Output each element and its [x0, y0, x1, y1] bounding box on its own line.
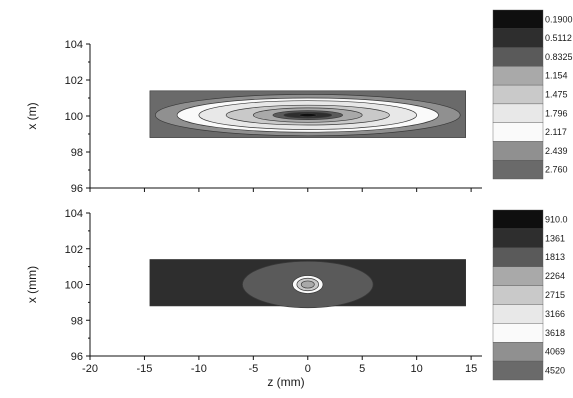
panel2-legend-swatch: [492, 209, 544, 230]
panel2-x-tick-label: 15: [465, 363, 477, 375]
panel2-x-tick-label: 5: [359, 363, 365, 375]
panel1-legend-swatch: [492, 103, 544, 123]
panel2-legend-swatch: [492, 323, 544, 343]
panel1-legend-label: 1.475: [545, 90, 568, 100]
panel2-legend-label: 3618: [545, 328, 565, 338]
panel2-y-tick-label: 100: [65, 280, 83, 292]
panel2-legend-label: 4069: [545, 347, 565, 357]
panel2-legend-swatch: [492, 342, 544, 362]
panel2-legend-swatch: [492, 228, 544, 248]
panel2-legend-label: 2715: [545, 290, 565, 300]
panel2-y-tick-label: 98: [71, 315, 83, 327]
panel1-legend-swatch: [492, 160, 544, 180]
panel2-x-tick-label: -10: [191, 363, 207, 375]
panel1-y-tick-label: 96: [71, 183, 83, 195]
panel1-y-tick-label: 100: [65, 111, 83, 123]
panel1-legend-label: 2.439: [545, 146, 568, 156]
panel1-legend-swatch: [492, 47, 544, 67]
panel1-legend-swatch: [492, 9, 544, 29]
panel2-legend-label: 910.0: [545, 214, 568, 224]
panel1-legend-label: 1.154: [545, 71, 568, 81]
panel2-x-tick-label: -5: [248, 363, 258, 375]
panel2-legend-swatch: [492, 360, 544, 381]
panel1-y-tick-label: 102: [65, 75, 83, 87]
panel2-legend-swatch: [492, 247, 544, 267]
panel1-y-tick-label: 104: [65, 39, 83, 51]
panel2-x-axis-label: z (mm): [267, 375, 304, 389]
panel1-legend-swatch: [492, 84, 544, 105]
panel1-legend-swatch: [492, 122, 544, 142]
panel1-legend-swatch: [492, 28, 544, 48]
panel1-legend-label: 0.8325: [545, 52, 573, 62]
panel2-legend-swatch: [492, 304, 544, 324]
panel2-legend-label: 4520: [545, 366, 565, 376]
panel1-legend-label: 2.117: [545, 127, 567, 137]
panel2-y-tick-label: 96: [71, 351, 83, 363]
panel2-y-tick-label: 102: [65, 244, 83, 256]
panel2-legend-label: 1361: [545, 233, 565, 243]
panel1-y-tick-label: 98: [71, 147, 83, 159]
panel2-x-tick-label: 10: [411, 363, 423, 375]
panel2-legend-label: 1813: [545, 252, 565, 262]
panel2-y-axis-label: x (mm): [25, 266, 39, 303]
panel1-legend-label: 0.5112: [545, 33, 572, 43]
panel2-legend-swatch: [492, 266, 544, 286]
panel1-legend-swatch: [492, 141, 544, 161]
panel2-x-tick-label: -20: [82, 363, 98, 375]
panel1-legend-label: 0.1900: [545, 14, 573, 24]
panel2-legend-label: 2264: [545, 271, 565, 281]
panel1-contour-band-7: [298, 113, 317, 118]
panel2-legend-swatch: [492, 285, 544, 305]
panel2-x-tick-label: -15: [136, 363, 152, 375]
panel2-contour-band-3: [300, 280, 315, 289]
panel2-legend-label: 3166: [545, 309, 565, 319]
panel1-y-axis-label: x (m): [25, 102, 39, 129]
panel2-x-tick-label: 0: [305, 363, 311, 375]
panel2-y-tick-label: 104: [65, 208, 83, 220]
panel1-legend-swatch: [492, 66, 544, 86]
panel1-legend-label: 1.796: [545, 108, 568, 118]
panel1-legend-label: 2.760: [545, 165, 568, 175]
